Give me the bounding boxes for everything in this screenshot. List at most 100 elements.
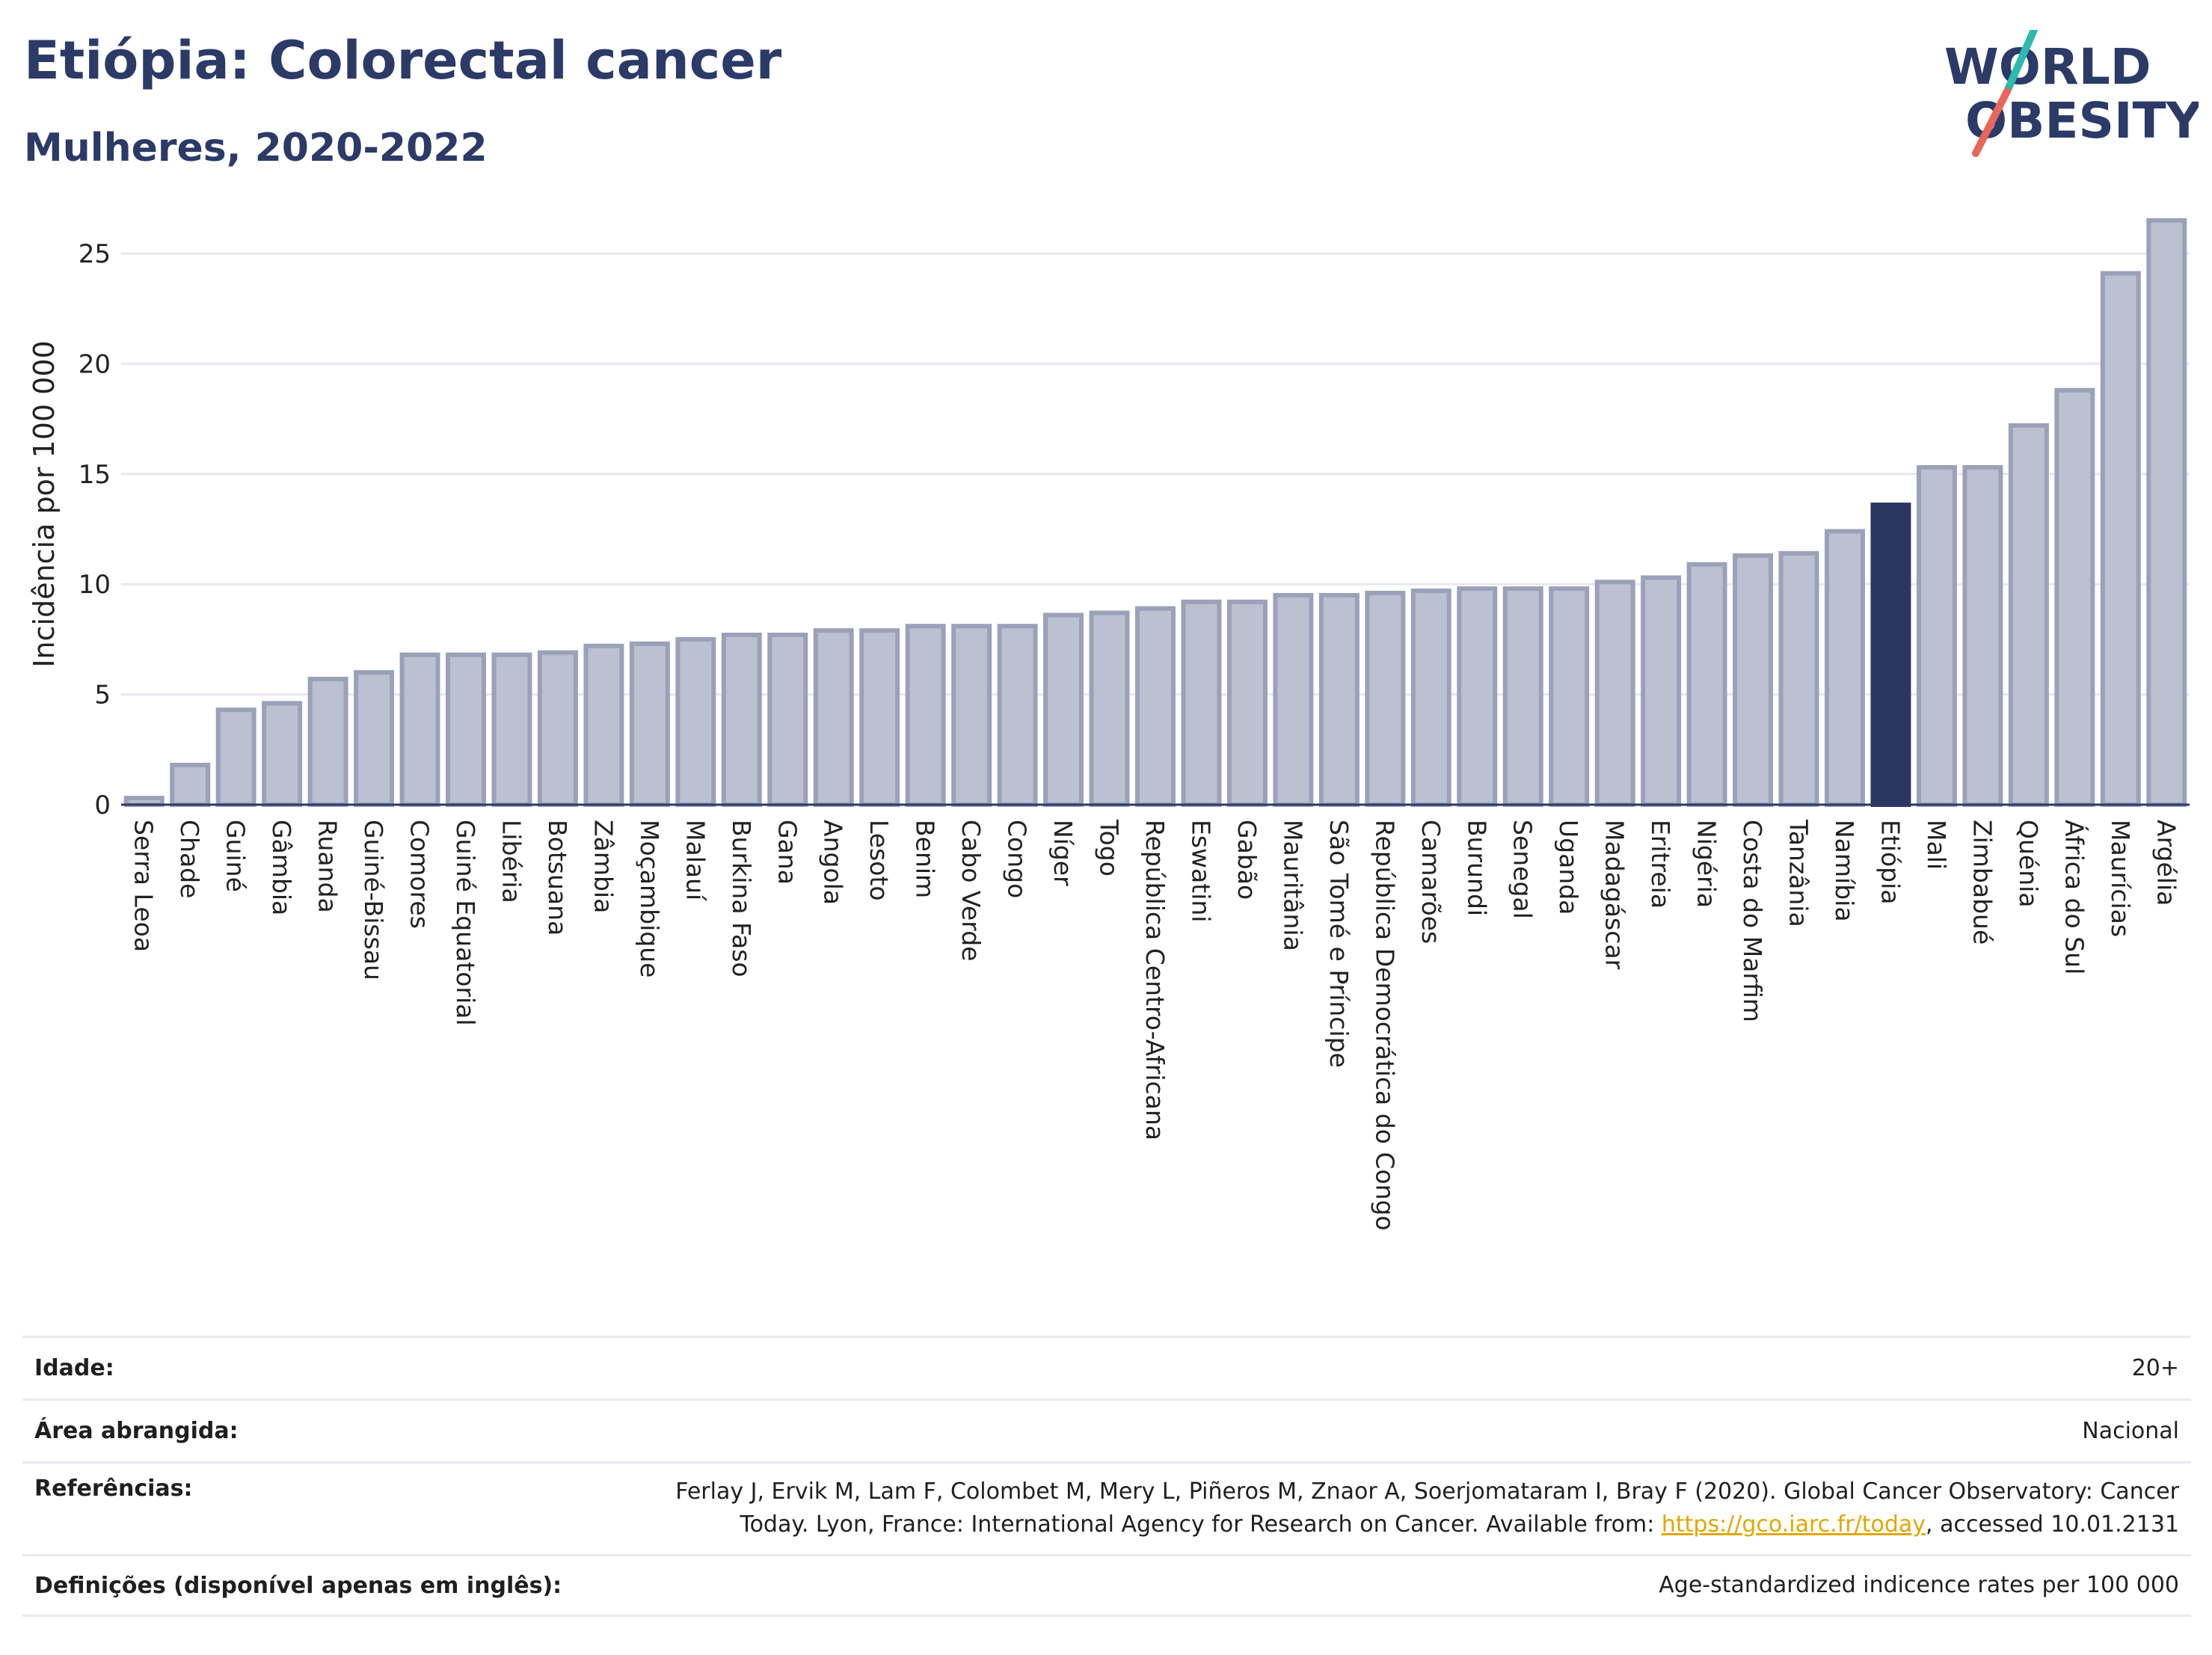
bar bbox=[2008, 423, 2049, 807]
world-obesity-logo: WORLD OBESITY bbox=[1944, 30, 2199, 157]
bar bbox=[1825, 529, 1865, 807]
chart-subtitle: Mulheres, 2020-2022 bbox=[24, 126, 488, 171]
x-tick-label: Guiné bbox=[221, 820, 251, 892]
y-tick-label: 25 bbox=[79, 239, 111, 269]
x-tick-label: Gana bbox=[772, 820, 802, 885]
bar bbox=[1410, 589, 1451, 807]
x-tick-label: Libéria bbox=[497, 820, 526, 903]
x-tick-label: Senegal bbox=[1508, 820, 1537, 919]
bar bbox=[491, 652, 532, 808]
definitions-label: Definições (disponível apenas em inglês)… bbox=[34, 1572, 562, 1599]
x-tick-label: Congo bbox=[1003, 820, 1032, 898]
logo-slash-bottom bbox=[1972, 87, 2011, 157]
references-line-2-end: , accessed 10.01.2131 bbox=[1926, 1511, 2179, 1538]
bar bbox=[537, 650, 578, 807]
y-tick-label: 15 bbox=[79, 460, 111, 490]
x-tick-label: Mali bbox=[1922, 820, 1951, 870]
y-tick-label: 5 bbox=[94, 681, 111, 710]
bar bbox=[354, 670, 395, 807]
bar bbox=[2054, 387, 2095, 807]
references-label: Referências: bbox=[34, 1476, 193, 1502]
bar bbox=[1226, 599, 1268, 808]
bar bbox=[583, 643, 624, 807]
bar bbox=[1089, 610, 1130, 807]
x-tick-label: Togo bbox=[1095, 819, 1124, 876]
x-tick-label: Camarões bbox=[1416, 820, 1446, 944]
bar bbox=[2146, 218, 2187, 808]
x-tick-label: Benim bbox=[911, 820, 940, 898]
x-tick-label: Botsuana bbox=[543, 820, 572, 936]
references-value: Ferlay J, Ervik M, Lam F, Colombet M, Me… bbox=[675, 1476, 2191, 1541]
bar bbox=[1916, 464, 1957, 808]
chart-title: Etiópia: Colorectal cancer bbox=[24, 30, 782, 91]
x-tick-label: República Centro-Africana bbox=[1140, 820, 1170, 1140]
area-value: Nacional bbox=[2082, 1417, 2179, 1444]
x-tick-label: Chade bbox=[175, 820, 204, 898]
y-tick-label: 0 bbox=[94, 790, 111, 820]
x-tick-label: Guiné-Bissau bbox=[359, 820, 388, 980]
bar bbox=[2100, 271, 2141, 808]
y-tick-label: 10 bbox=[79, 570, 111, 600]
bar bbox=[905, 624, 946, 808]
bar bbox=[1043, 612, 1084, 808]
x-tick-label: Tanzânia bbox=[1784, 819, 1813, 927]
x-tick-label: Gabão bbox=[1232, 820, 1262, 900]
bar bbox=[1135, 606, 1176, 807]
bar bbox=[399, 652, 440, 808]
references-line-2-start: Today. Lyon, France: International Agenc… bbox=[740, 1511, 1662, 1538]
bar bbox=[629, 641, 670, 807]
x-tick-label: Moçambique bbox=[635, 820, 664, 977]
x-tick-label: Madagáscar bbox=[1600, 820, 1629, 970]
x-tick-label: Níger bbox=[1048, 820, 1078, 886]
bar bbox=[997, 624, 1038, 808]
bar bbox=[1549, 586, 1590, 807]
x-tick-label: Maurícias bbox=[2106, 820, 2135, 937]
x-tick-label: Quénia bbox=[2014, 820, 2043, 908]
bar bbox=[1962, 464, 2003, 808]
y-tick-label: 20 bbox=[79, 349, 111, 379]
x-tick-label: Cabo Verde bbox=[956, 820, 986, 961]
axes: 0 5 10 15 20 25 Serra Leoa Chade Guiné Gâmbia Ruan… bbox=[79, 239, 2190, 1231]
bar bbox=[767, 632, 808, 808]
x-tick-label: Angola bbox=[819, 820, 848, 905]
bar bbox=[215, 707, 256, 807]
bar bbox=[1686, 562, 1727, 807]
bar bbox=[675, 636, 716, 808]
bar bbox=[1318, 592, 1360, 807]
x-tick-label: Gâmbia bbox=[267, 820, 296, 915]
bar bbox=[170, 762, 211, 808]
x-tick-label: Argélia bbox=[2151, 820, 2181, 906]
x-tick-label: Costa do Marfim bbox=[1738, 820, 1767, 1022]
bar bbox=[262, 701, 303, 808]
bar bbox=[446, 652, 486, 808]
x-tick-label: Mauritânia bbox=[1278, 820, 1307, 951]
bar bbox=[859, 628, 900, 808]
bar bbox=[1457, 586, 1498, 807]
bar bbox=[307, 676, 348, 808]
meta-row-definitions: Definições (disponível apenas em inglês)… bbox=[22, 1554, 2191, 1617]
x-tick-label: Lesoto bbox=[864, 820, 894, 901]
x-tick-label: Eritreia bbox=[1646, 820, 1675, 909]
x-tick-label: Uganda bbox=[1554, 820, 1583, 915]
bars bbox=[123, 218, 2187, 808]
bar bbox=[951, 624, 992, 808]
x-tick-label: Comores bbox=[405, 820, 434, 929]
bar bbox=[813, 628, 854, 808]
bar bbox=[1594, 580, 1635, 808]
meta-row-age: Idade: 20+ bbox=[22, 1336, 2191, 1398]
x-tick-label: Etiópia bbox=[1875, 820, 1905, 905]
x-tick-label: Ruanda bbox=[313, 820, 342, 913]
bar bbox=[1778, 550, 1819, 808]
logo-slash-top bbox=[2003, 30, 2038, 95]
x-tick-label: África do Sul bbox=[2059, 820, 2089, 974]
bar bbox=[1502, 586, 1543, 807]
bar-chart: 0 5 10 15 20 25 Serra Leoa Chade Guiné Gâmbia Ruan… bbox=[28, 218, 2190, 1231]
meta-row-area: Área abrangida: Nacional bbox=[22, 1398, 2191, 1461]
x-tick-label: Serra Leoa bbox=[129, 820, 159, 952]
x-tick-label: Namíbia bbox=[1830, 820, 1859, 922]
age-label: Idade: bbox=[34, 1355, 114, 1381]
x-tick-label: Zâmbia bbox=[589, 820, 618, 913]
meta-row-references: Referências: Ferlay J, Ervik M, Lam F, C… bbox=[22, 1461, 2191, 1554]
references-link[interactable]: https://gco.iarc.fr/today bbox=[1661, 1511, 1926, 1538]
x-tick-label: Malauí bbox=[681, 820, 710, 902]
